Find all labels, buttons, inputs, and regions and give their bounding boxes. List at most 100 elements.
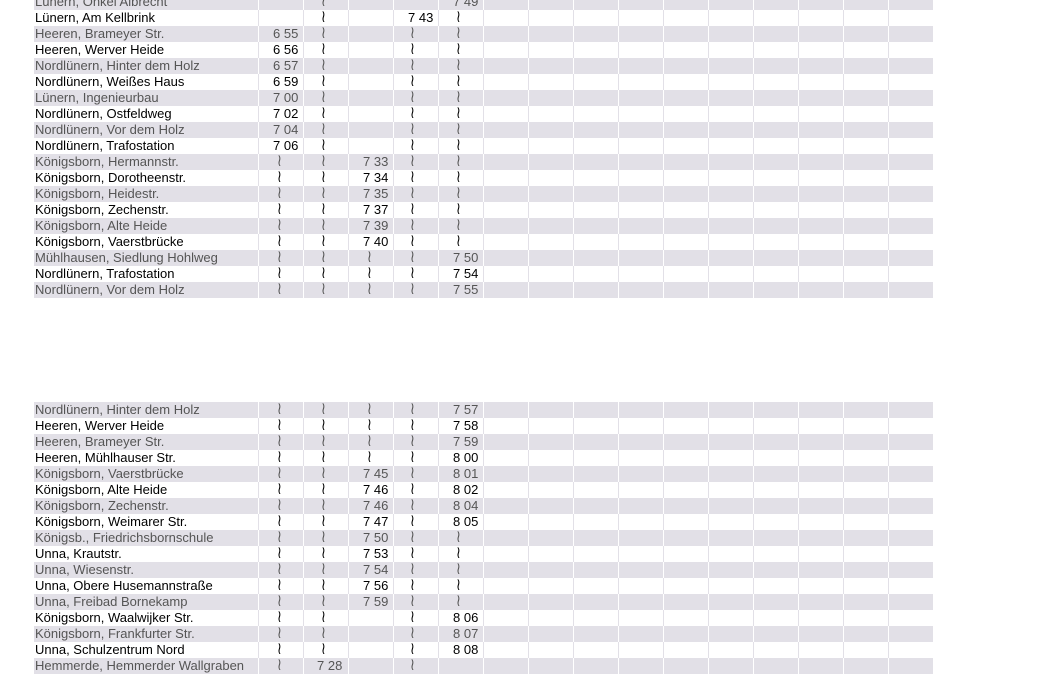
column-divider [888, 90, 933, 106]
column-divider [303, 482, 348, 498]
departure-time: 7 43 [408, 10, 434, 25]
column-divider [483, 626, 528, 642]
column-divider [753, 90, 798, 106]
column-divider [708, 498, 753, 514]
column-divider [393, 434, 438, 450]
timetable-row: Nordlünern, Hinter dem Holz ≀ ≀ ≀ ≀ 7 57 [34, 400, 933, 419]
column-divider [708, 546, 753, 562]
column-divider [663, 498, 708, 514]
column-divider [618, 58, 663, 74]
stop-name: Nordlünern, Hinter dem Holz [35, 58, 200, 73]
pass-through-mark: ≀ [321, 463, 326, 484]
column-divider [258, 498, 303, 514]
column-divider [348, 106, 393, 122]
column-divider [348, 578, 393, 594]
pass-through-mark: ≀ [277, 431, 282, 452]
stop-name: Königsborn, Zechenstr. [35, 202, 169, 217]
timetable-row: Königsborn, Dorotheenstr. ≀ ≀ 7 34 ≀ ≀ [34, 168, 933, 187]
pass-through-mark: ≀ [410, 215, 415, 236]
stop-name: Königsborn, Vaerstbrücke [35, 234, 184, 249]
pass-through-mark: ≀ [410, 575, 415, 596]
column-divider [348, 450, 393, 466]
column-divider [753, 58, 798, 74]
column-divider [483, 0, 528, 10]
pass-through-mark: ≀ [321, 71, 326, 92]
column-divider [843, 138, 888, 154]
column-divider [618, 530, 663, 546]
column-divider [258, 74, 303, 90]
column-divider [258, 418, 303, 434]
column-divider [753, 578, 798, 594]
column-divider [618, 482, 663, 498]
pass-through-mark: ≀ [367, 415, 372, 436]
column-divider [663, 626, 708, 642]
stop-name: Königsborn, Alte Heide [35, 218, 168, 233]
stop-name: Heeren, Werver Heide [35, 42, 165, 57]
pass-through-mark: ≀ [410, 543, 415, 564]
timetable-row: Königsb., Friedrichsbornschule ≀ ≀ 7 50 ≀ ≀ [34, 528, 933, 547]
column-divider [888, 434, 933, 450]
column-divider [798, 10, 843, 26]
stop-name: Königsborn, Alte Heide [35, 482, 168, 497]
column-divider [843, 58, 888, 74]
departure-time: 7 50 [453, 250, 479, 265]
column-divider [843, 466, 888, 482]
timetable-row: Nordlünern, Vor dem Holz ≀ ≀ ≀ ≀ 7 55 [34, 280, 933, 299]
pass-through-mark: ≀ [277, 199, 282, 220]
column-divider [258, 594, 303, 610]
pass-through-mark: ≀ [321, 23, 326, 44]
column-divider [348, 0, 393, 10]
column-divider [438, 26, 483, 42]
column-divider [528, 90, 573, 106]
column-divider [573, 138, 618, 154]
column-divider [258, 610, 303, 626]
stop-name: Mühlhausen, Siedlung Hohlweg [35, 250, 218, 265]
column-divider [573, 234, 618, 250]
column-divider [888, 658, 933, 674]
column-divider [843, 74, 888, 90]
column-divider [663, 658, 708, 674]
timetable-row: Nordlünern, Hinter dem Holz 6 57 ≀ ≀ ≀ [34, 56, 933, 75]
column-divider [258, 642, 303, 658]
column-divider [348, 266, 393, 282]
column-divider [348, 482, 393, 498]
column-divider [573, 578, 618, 594]
timetable-row: Königsborn, Vaerstbrücke ≀ ≀ 7 40 ≀ ≀ [34, 232, 933, 251]
pass-through-mark: ≀ [321, 431, 326, 452]
stop-name: Königsborn, Frankfurter Str. [35, 626, 195, 641]
column-divider [888, 402, 933, 418]
column-divider [303, 74, 348, 90]
column-divider [303, 10, 348, 26]
column-divider [753, 418, 798, 434]
column-divider [798, 642, 843, 658]
column-divider [663, 0, 708, 10]
column-divider [663, 106, 708, 122]
column-divider [663, 642, 708, 658]
column-divider [573, 402, 618, 418]
departure-time: 7 06 [273, 138, 299, 153]
column-divider [528, 282, 573, 298]
column-divider [843, 562, 888, 578]
pass-through-mark: ≀ [410, 119, 415, 140]
column-divider [663, 418, 708, 434]
column-divider [618, 154, 663, 170]
column-divider [618, 250, 663, 266]
column-divider [483, 578, 528, 594]
column-divider [573, 530, 618, 546]
departure-time: 6 56 [273, 42, 299, 57]
departure-time: 7 59 [363, 594, 389, 609]
pass-through-mark: ≀ [277, 463, 282, 484]
column-divider [798, 250, 843, 266]
column-divider [528, 402, 573, 418]
column-divider [393, 610, 438, 626]
pass-through-mark: ≀ [410, 431, 415, 452]
column-divider [618, 578, 663, 594]
pass-through-mark: ≀ [410, 183, 415, 204]
column-divider [483, 42, 528, 58]
column-divider [573, 482, 618, 498]
pass-through-mark: ≀ [321, 479, 326, 500]
column-divider [258, 154, 303, 170]
departure-time: 7 56 [363, 578, 389, 593]
timetable-row: Königsborn, Heidestr. ≀ ≀ 7 35 ≀ ≀ [34, 183, 933, 204]
column-divider [798, 218, 843, 234]
